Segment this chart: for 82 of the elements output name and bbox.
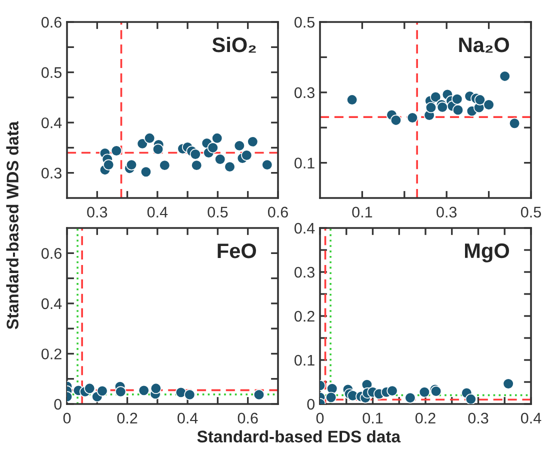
text: Na₂O [459,37,510,53]
point [418,386,430,398]
y-tick-label: 0.2 [294,310,314,322]
point [159,160,170,171]
x-tick-label: 0.5 [520,206,541,218]
y-tick-label: 0.3 [294,87,314,98]
point [144,132,156,144]
y-tick-label: 0.1 [294,158,314,168]
text: MgO [465,243,510,262]
y-tick-label: 0.3 [294,266,314,278]
x-tick-label: 0.2 [415,412,436,424]
y-tick-label: 0.1 [294,354,314,366]
point [207,142,218,154]
point [326,392,337,403]
x-tick-label: 0.4 [147,206,168,218]
y-tick-label: 0 [54,398,62,410]
point [406,112,418,124]
point [150,382,162,394]
point [465,394,476,404]
x-tick-label: 0.6 [268,206,288,218]
point [346,94,358,106]
x-tick-label: 0.4 [178,412,198,424]
x-tick-label: 0.2 [117,412,138,424]
point [483,99,494,110]
y-tick-label: 0.6 [42,16,62,28]
y-tick-label: 0 [307,398,315,410]
y-tick-label: 0.4 [42,298,62,310]
point [224,161,236,172]
x-tick-label: 0.3 [87,206,108,218]
point [138,384,150,396]
point [152,144,164,155]
y-tick-label: 0.3 [42,168,62,179]
point [136,138,148,150]
point [499,70,510,82]
point [430,91,442,103]
y-tick-label: 0.6 [42,248,62,259]
x-tick-label: 0.1 [362,412,383,424]
point [234,140,245,152]
x-tick-label: 0.1 [352,206,372,218]
x-axis-title: Standard-based EDS data [197,430,401,442]
x-tick-label: 0 [63,412,71,424]
x-tick-label: 0.5 [208,206,228,218]
x-tick-label: 0.4 [520,412,542,424]
x-tick-label: 0.6 [238,412,258,424]
y-tick-label: 0.5 [42,67,62,78]
point [175,386,187,398]
point [115,386,126,398]
point [140,166,152,178]
point [474,94,486,106]
point [262,159,273,170]
text: SiO₂ [212,36,256,53]
point [452,104,464,116]
point [425,102,437,114]
y-tick-label: 0.5 [294,16,314,28]
point [508,118,520,129]
point [436,102,448,113]
point [247,136,258,148]
point [502,378,514,390]
y-tick-label: 0.4 [42,117,62,128]
point [241,150,252,161]
point [84,382,96,394]
point [126,159,138,170]
point [452,94,463,105]
text: FeO [218,243,256,258]
x-tick-label: 0 [316,412,324,424]
point [103,159,114,170]
y-axis-title: Standard-based WDS data [6,121,18,330]
x-tick-label: 0.3 [468,412,488,424]
point [390,114,402,126]
point [96,385,108,396]
y-tick-label: 0.4 [294,222,315,234]
x-tick-label: 0.3 [436,206,457,218]
point [404,392,416,404]
point [212,132,223,144]
point [253,389,265,400]
y-tick-label: 0.2 [42,348,62,360]
point [386,385,398,396]
point [110,145,122,156]
point [184,389,196,400]
point [214,154,226,165]
point [190,148,201,160]
point [191,160,202,171]
